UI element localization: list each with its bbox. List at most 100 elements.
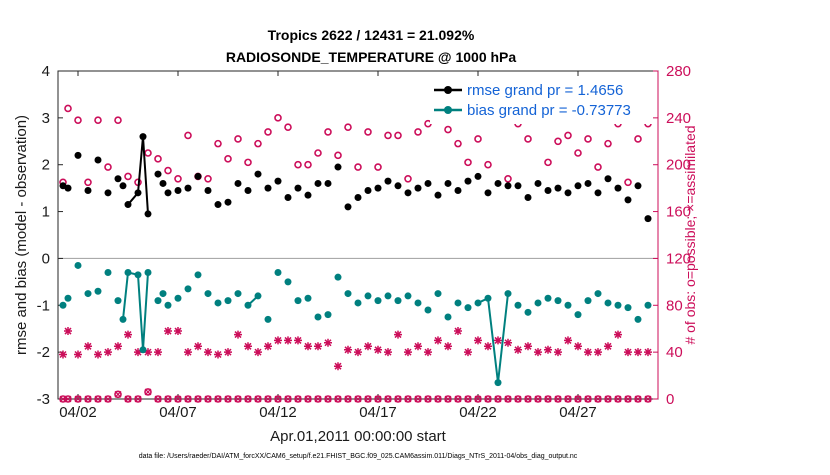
possible-obs-baseline-point bbox=[84, 395, 92, 403]
possible-obs-baseline-point bbox=[354, 395, 362, 403]
x-axis-label: Apr.01,2011 00:00:00 start bbox=[270, 428, 447, 445]
assimilated-obs-point bbox=[614, 330, 622, 339]
assimilated-obs-baseline-point bbox=[214, 395, 222, 403]
assimilated-obs-baseline-point bbox=[204, 395, 212, 403]
possible-obs-point bbox=[344, 123, 352, 132]
possible-obs-point bbox=[104, 163, 112, 171]
possible-obs-point bbox=[504, 174, 512, 183]
assimilated-obs-point bbox=[534, 348, 542, 357]
possible-obs-baseline-point bbox=[154, 395, 162, 403]
rmse-point bbox=[84, 186, 92, 194]
possible-obs-point bbox=[374, 163, 382, 171]
rmse-point bbox=[564, 189, 572, 197]
bias-point bbox=[139, 346, 147, 354]
possible-obs-point bbox=[124, 172, 132, 181]
assimilated-obs-baseline-point bbox=[534, 395, 542, 403]
rmse-point bbox=[264, 184, 272, 192]
possible-obs-baseline-point bbox=[384, 395, 392, 403]
assimilated-obs-baseline-point bbox=[154, 395, 162, 403]
possible-obs-baseline-point bbox=[474, 395, 482, 403]
bias-point bbox=[144, 268, 152, 276]
possible-obs-baseline-point bbox=[94, 395, 102, 403]
assimilated-obs-point bbox=[134, 348, 142, 357]
possible-obs-point bbox=[584, 135, 592, 143]
rmse-point bbox=[464, 177, 472, 185]
rmse-point bbox=[584, 179, 592, 187]
bias-point bbox=[214, 299, 222, 307]
possible-obs-point bbox=[484, 160, 492, 169]
assimilated-obs-point bbox=[424, 348, 432, 357]
possible-obs-baseline-point bbox=[424, 395, 432, 403]
assimilated-obs-baseline-point bbox=[544, 395, 552, 403]
possible-obs-point bbox=[244, 158, 252, 167]
assimilated-obs-point bbox=[384, 348, 392, 357]
possible-obs-point bbox=[414, 128, 422, 136]
bias-line-segment bbox=[477, 293, 509, 383]
rmse-point bbox=[104, 189, 112, 197]
legend-rmse-label: rmse grand pr = 1.4656 bbox=[467, 82, 623, 99]
assimilated-obs-point bbox=[454, 327, 462, 336]
bias-point bbox=[374, 297, 382, 305]
bias-point bbox=[244, 301, 252, 309]
possible-obs-baseline-point bbox=[374, 395, 382, 403]
rmse-point bbox=[114, 175, 122, 183]
assimilated-obs-baseline-point bbox=[644, 395, 652, 403]
legend: rmse grand pr = 1.4656 bias grand pr = -… bbox=[430, 78, 652, 124]
bias-point bbox=[494, 379, 502, 387]
assimilated-obs-baseline-point bbox=[454, 395, 462, 403]
assimilated-obs-point bbox=[584, 348, 592, 357]
assimilated-obs-point bbox=[124, 330, 132, 339]
bias-point bbox=[134, 271, 142, 279]
assimilated-obs-baseline-point bbox=[224, 395, 232, 403]
y2-tick-label: 200 bbox=[666, 157, 691, 174]
assimilated-obs-point bbox=[284, 336, 292, 345]
y-tick-label: 4 bbox=[42, 63, 50, 80]
bias-point bbox=[644, 301, 652, 309]
bias-point bbox=[274, 268, 282, 276]
possible-obs-baseline-point bbox=[234, 395, 242, 403]
assimilated-obs-point bbox=[364, 342, 372, 351]
assimilated-obs-point bbox=[464, 348, 472, 357]
y2-tick-label: 160 bbox=[666, 204, 691, 221]
possible-obs-point bbox=[224, 155, 232, 163]
assimilated-obs-baseline-point bbox=[434, 395, 442, 403]
assimilated-obs-baseline-point bbox=[444, 395, 452, 403]
rmse-point bbox=[614, 184, 622, 192]
possible-obs-point bbox=[604, 139, 612, 148]
assimilated-obs-point bbox=[624, 348, 632, 357]
possible-obs-baseline-point bbox=[164, 395, 172, 403]
possible-obs-point bbox=[84, 178, 92, 187]
possible-obs-point bbox=[394, 131, 402, 140]
assimilated-obs-baseline-point bbox=[334, 395, 342, 403]
assimilated-obs-point bbox=[504, 338, 512, 347]
possible-obs-baseline-point bbox=[314, 395, 322, 403]
bias-point bbox=[304, 294, 312, 302]
rmse-point bbox=[594, 189, 602, 197]
assimilated-obs-point bbox=[104, 348, 112, 357]
bias-point bbox=[94, 287, 102, 295]
bias-point bbox=[164, 301, 172, 309]
possible-obs-baseline-point bbox=[494, 395, 502, 403]
possible-obs-baseline-point bbox=[444, 395, 452, 403]
assimilated-obs-baseline-point bbox=[584, 395, 592, 403]
assimilated-obs-baseline-point bbox=[524, 395, 532, 403]
possible-obs-baseline-point bbox=[224, 395, 232, 403]
rmse-point bbox=[504, 182, 512, 190]
assimilated-obs-baseline-point bbox=[254, 395, 262, 403]
bias-point bbox=[364, 292, 372, 300]
bias-point bbox=[74, 261, 82, 269]
assimilated-obs-baseline-point bbox=[494, 395, 502, 403]
rmse-point bbox=[144, 210, 152, 218]
assimilated-obs-baseline-point bbox=[464, 395, 472, 403]
assimilated-obs-point bbox=[604, 342, 612, 351]
possible-obs-point bbox=[474, 135, 482, 143]
rmse-point bbox=[384, 177, 392, 185]
assimilated-obs-baseline-point bbox=[114, 390, 122, 398]
bias-point bbox=[464, 304, 472, 312]
possible-obs-point bbox=[64, 104, 72, 113]
assimilated-obs-baseline-point bbox=[564, 395, 572, 403]
rmse-point bbox=[534, 179, 542, 187]
assimilated-obs-point bbox=[634, 348, 642, 357]
rmse-point bbox=[214, 201, 222, 209]
